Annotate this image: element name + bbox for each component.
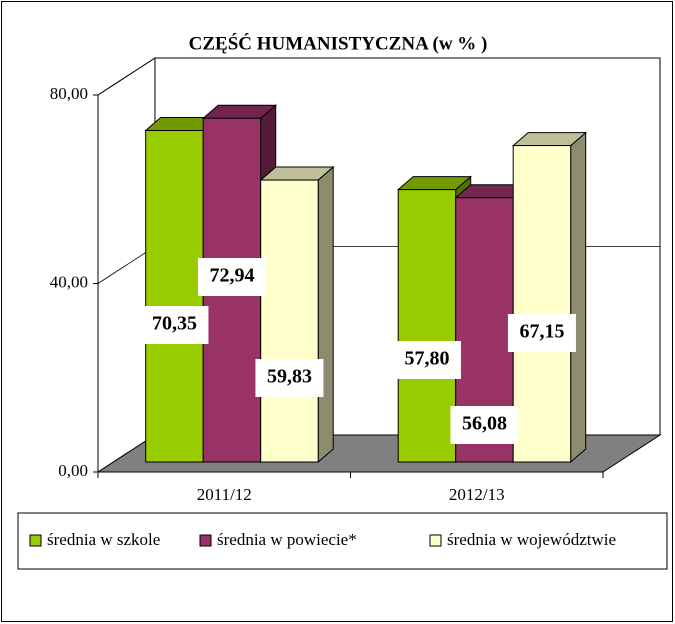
x-tick-label: 2011/12	[197, 485, 252, 504]
bar-side	[317, 165, 334, 464]
value-label-box	[507, 314, 576, 352]
value-label: 59,83	[267, 366, 312, 388]
chart-title: CZĘŚĆ HUMANISTYCZNA (w % )	[189, 32, 488, 54]
value-label: 70,35	[152, 313, 197, 335]
legend-label: średnia w powiecie*	[217, 530, 357, 549]
value-label-box	[392, 341, 461, 379]
value-label-box	[450, 406, 519, 444]
value-label: 67,15	[519, 321, 564, 343]
y-tick-label: 80,00	[50, 84, 88, 103]
bar-side	[570, 131, 587, 464]
value-label-box	[140, 306, 209, 344]
legend-label: średnia w województwie	[447, 530, 616, 549]
value-label-box	[197, 258, 266, 296]
legend-swatch	[429, 534, 442, 547]
x-tick-label: 2012/13	[449, 485, 505, 504]
bar	[511, 131, 588, 464]
legend-swatch	[199, 534, 212, 547]
legend-swatch	[29, 534, 42, 547]
value-label: 72,94	[209, 265, 254, 287]
value-label-box	[255, 359, 324, 397]
bar-front	[145, 129, 204, 463]
grid-line	[97, 57, 660, 96]
y-tick-label: 40,00	[50, 272, 88, 291]
y-tick-label: 0,00	[58, 461, 88, 480]
value-label: 57,80	[404, 348, 449, 370]
bar-front	[512, 145, 572, 463]
legend-box	[17, 512, 668, 570]
legend-label: średnia w szkole	[47, 530, 160, 549]
bar	[259, 165, 335, 464]
bar-front	[397, 189, 457, 463]
bar-front	[260, 179, 319, 463]
value-label: 56,08	[462, 413, 507, 435]
